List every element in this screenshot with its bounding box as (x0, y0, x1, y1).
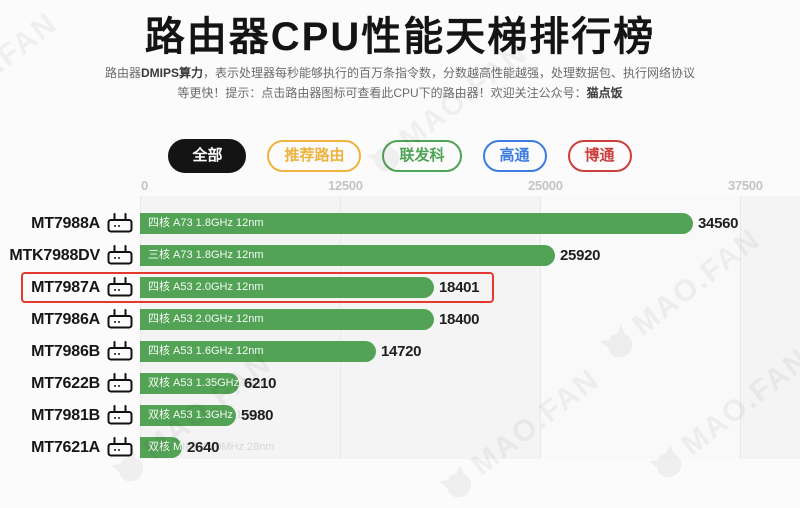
cpu-score-bar[interactable]: 四核 A53 1.6GHz 12nm (140, 341, 376, 362)
cpu-name: MT7988A (31, 215, 100, 232)
x-tick-label: 37500 (728, 178, 763, 193)
bar-value: 18401 (439, 279, 480, 296)
router-cpu-ranking-page: { "page": { "title": "路由器CPU性能天梯排行榜", "s… (0, 6, 800, 498)
subtitle-dmips-bold: DMIPS算力 (140, 66, 203, 80)
gridline (540, 196, 541, 459)
router-icon[interactable] (105, 275, 135, 300)
bar-value: 14720 (381, 343, 422, 360)
router-icon[interactable] (105, 371, 135, 396)
bar-label: 四核 A53 1.6GHz 12nm (148, 345, 264, 357)
router-icon[interactable] (105, 211, 135, 236)
bar-value: 5980 (241, 407, 274, 424)
filter-button-3[interactable]: 高通 (482, 140, 547, 172)
bar-label: 双核 A53 1.3GHz 12nm (148, 409, 236, 421)
bar-label: 双核 MIPS 880MHz 28nm (148, 441, 182, 453)
subtitle-text: ，表示处理器每秒能够执行的百万条指令数，分数越高性能越强，处理数据包、执行网络协… (177, 66, 696, 100)
bar-label: 四核 A53 2.0GHz 12nm (148, 281, 264, 293)
bar-value: 18400 (439, 311, 480, 328)
cpu-score-bar[interactable]: 四核 A73 1.8GHz 12nm (140, 213, 693, 234)
cpu-name: MT7621A (31, 439, 100, 456)
bar-value: 2640 (187, 439, 220, 456)
cpu-score-bar[interactable]: 双核 MIPS 880MHz 28nm (140, 437, 182, 458)
cpu-score-bar[interactable]: 三核 A73 1.8GHz 12nm (140, 245, 555, 266)
cpu-name: MT7622B (31, 375, 100, 392)
router-icon[interactable] (105, 435, 135, 460)
router-icon[interactable] (105, 339, 135, 364)
cpu-name: MT7987A (31, 279, 100, 296)
cpu-name: MT7981B (31, 407, 100, 424)
bar-value: 34560 (698, 215, 739, 232)
cpu-score-bar[interactable]: 双核 A53 1.3GHz 12nm (140, 405, 236, 426)
filter-button-4[interactable]: 博通 (567, 140, 632, 172)
cpu-name: MT7986B (31, 343, 100, 360)
bar-value: 25920 (560, 247, 601, 264)
bar-label: 双核 A53 1.35GHz 28nm (148, 377, 239, 389)
cpu-name: MT7986A (31, 311, 100, 328)
cat-logo-icon (438, 464, 472, 498)
plot-band (540, 196, 740, 459)
bar-label: 四核 A73 1.8GHz 12nm (148, 217, 264, 229)
router-icon[interactable] (105, 307, 135, 332)
subtitle-text: 路由器 (104, 66, 141, 80)
x-tick-label: 0 (141, 178, 148, 193)
cpu-score-bar[interactable]: 双核 A53 1.35GHz 28nm (140, 373, 239, 394)
filter-bar: 全部 推荐路由 联发科 高通 博通 (0, 139, 800, 173)
router-icon[interactable] (105, 403, 135, 428)
x-tick-label: 25000 (528, 178, 563, 193)
page-subtitle: 路由器DMIPS算力，表示处理器每秒能够执行的百万条指令数，分数越高性能越强，处… (100, 64, 700, 104)
x-tick-label: 12500 (328, 178, 363, 193)
filter-button-1[interactable]: 推荐路由 (267, 140, 362, 172)
bar-label: 三核 A73 1.8GHz 12nm (148, 249, 264, 261)
router-icon[interactable] (105, 243, 135, 268)
gridline (740, 196, 741, 459)
filter-button-2[interactable]: 联发科 (382, 140, 462, 172)
bar-label: 四核 A53 2.0GHz 12nm (148, 313, 264, 325)
cpu-name: MTK7988DV (9, 247, 100, 264)
cpu-score-bar[interactable]: 四核 A53 2.0GHz 12nm (140, 309, 434, 330)
cpu-score-bar[interactable]: 四核 A53 2.0GHz 12nm (140, 277, 434, 298)
page-title: 路由器CPU性能天梯排行榜 (144, 15, 656, 59)
subtitle-account-bold: 猫点饭 (586, 85, 623, 100)
bar-value: 6210 (244, 375, 277, 392)
filter-button-0[interactable]: 全部 (168, 139, 247, 173)
